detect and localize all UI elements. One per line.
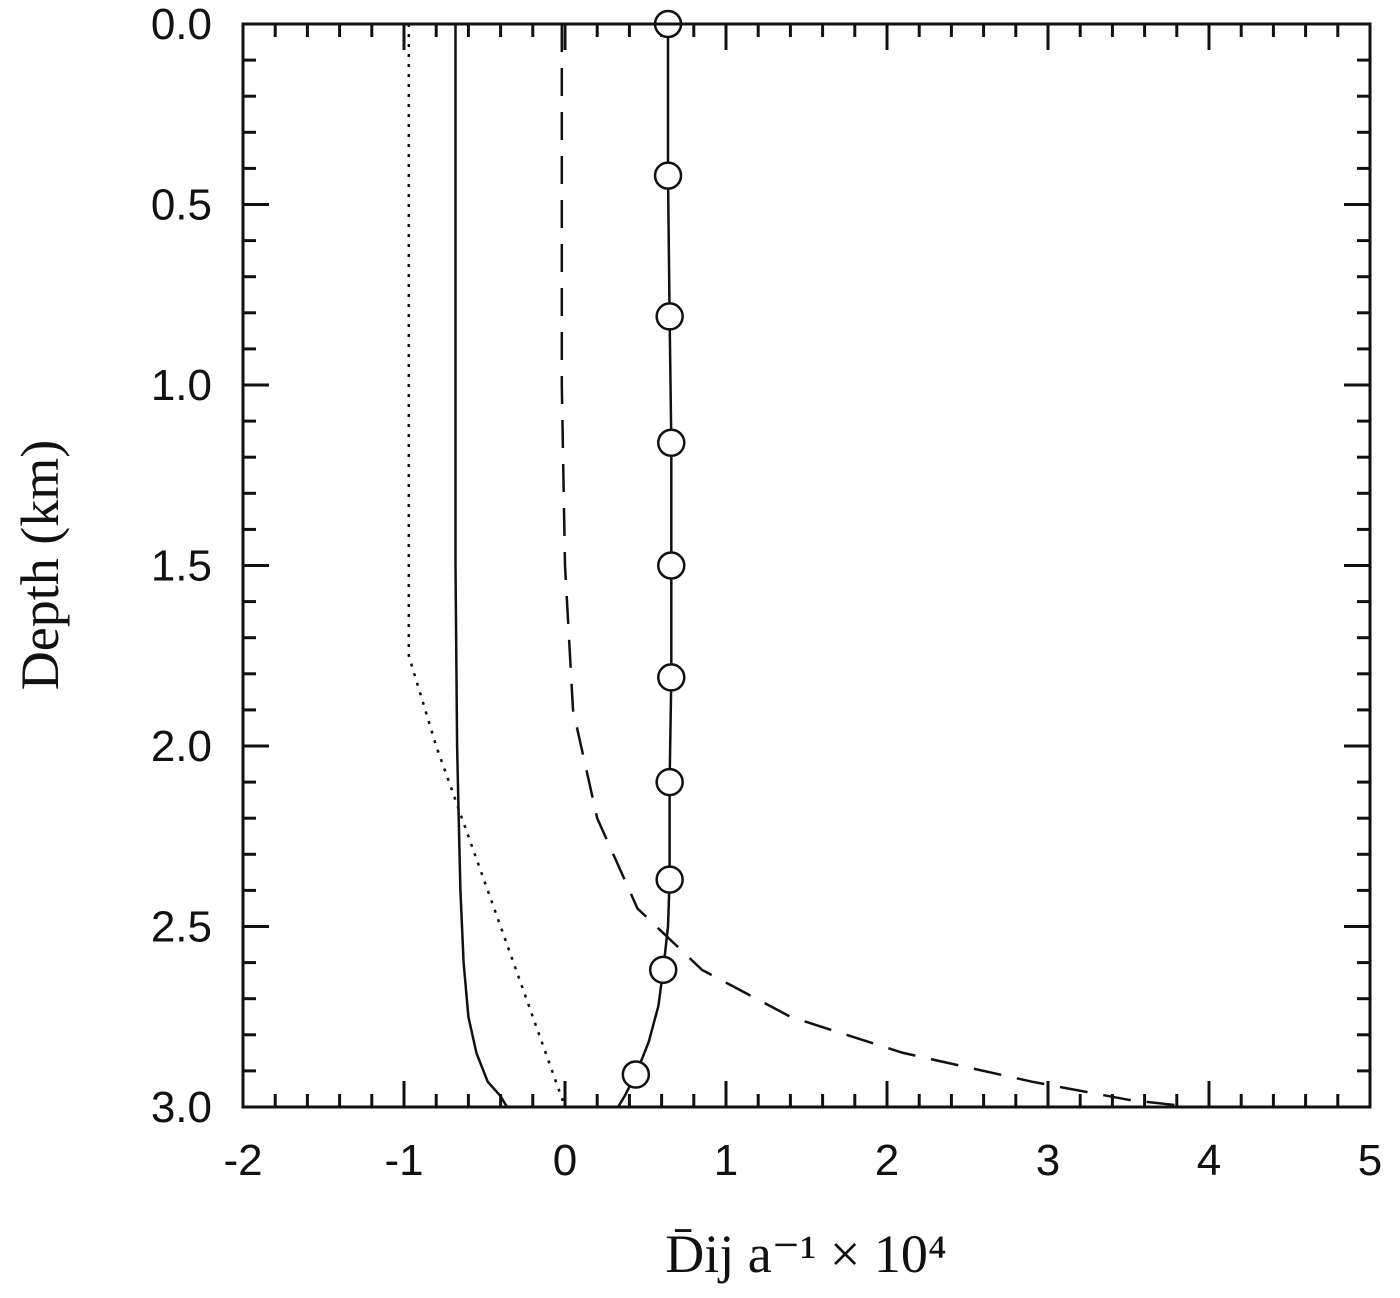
y-tick-label: 2.0 bbox=[151, 722, 212, 771]
x-tick-labels: -2 -1 0 1 2 3 4 5 bbox=[223, 1136, 1382, 1185]
x-tick-label: 3 bbox=[1036, 1136, 1060, 1185]
series-0-circle-marker bbox=[657, 663, 686, 692]
series-0-circle-marker bbox=[653, 161, 683, 190]
series-0-circle-marker bbox=[648, 955, 678, 985]
x-tick-label: 5 bbox=[1358, 1136, 1382, 1185]
series-layer bbox=[407, 9, 1194, 1109]
x-tick-label: 2 bbox=[875, 1136, 899, 1185]
y-tick-label: 1.0 bbox=[151, 361, 212, 410]
series-3-solid-line bbox=[454, 24, 509, 1108]
y-tick-label: 3.0 bbox=[151, 1083, 212, 1132]
series-0-circle-marker bbox=[655, 767, 684, 797]
series-0-circle-marker bbox=[655, 302, 684, 331]
series-1-dashed-line bbox=[560, 24, 1194, 1109]
y-tick-label: 0.0 bbox=[151, 0, 212, 49]
y-tick-label: 2.5 bbox=[151, 903, 212, 952]
series-2-dotted-line bbox=[407, 24, 567, 1108]
y-tick-labels: 0.0 0.5 1.0 1.5 2.0 2.5 3.0 bbox=[151, 0, 212, 1132]
ticks-layer bbox=[241, 22, 1372, 1109]
y-axis-title: Depth (km) bbox=[10, 440, 70, 690]
y-tick-label: 0.5 bbox=[151, 181, 212, 230]
x-tick-label: 0 bbox=[553, 1136, 577, 1185]
series-0-circle-marker bbox=[621, 1060, 651, 1089]
x-axis-title: D̄ij a⁻¹ × 10⁴ bbox=[665, 1224, 946, 1284]
y-tick-label: 1.5 bbox=[151, 542, 212, 591]
x-tick-label: -1 bbox=[384, 1136, 423, 1185]
series-0-circle-marker bbox=[655, 865, 684, 894]
series-0-circle-marker bbox=[657, 551, 686, 580]
x-tick-label: -2 bbox=[223, 1136, 262, 1185]
x-tick-label: 1 bbox=[714, 1136, 738, 1185]
x-tick-label: 4 bbox=[1197, 1136, 1221, 1185]
plot-frame bbox=[241, 22, 1372, 1109]
series-0-circle-marker bbox=[657, 428, 686, 458]
